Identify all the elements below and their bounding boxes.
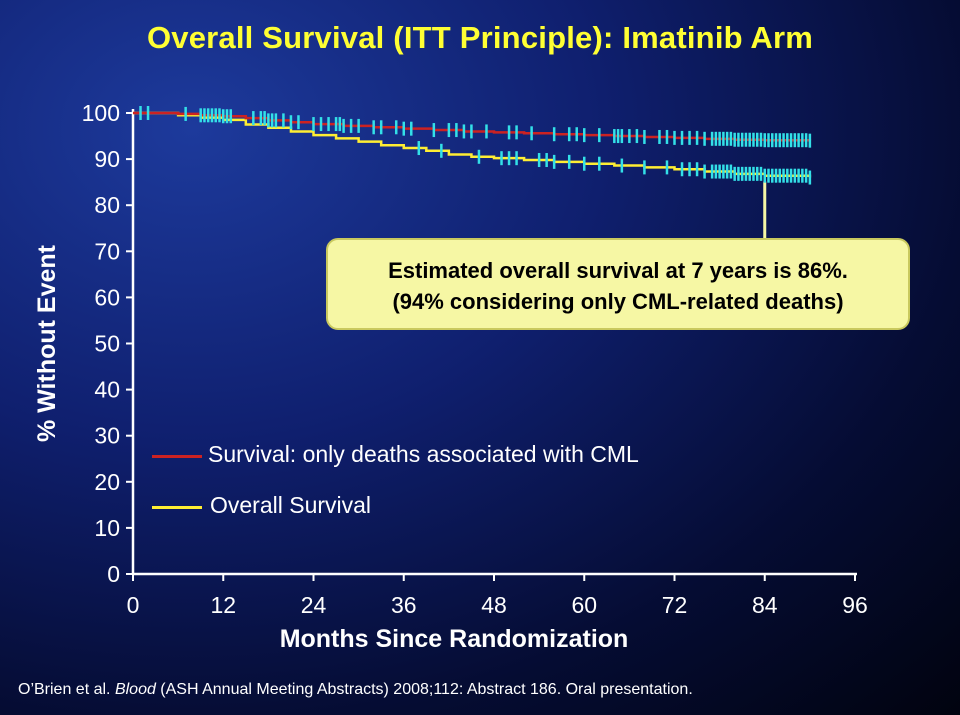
x-tick-label: 48 [481, 592, 507, 618]
citation-authors: O’Brien et al. [18, 681, 115, 698]
x-tick-label: 12 [210, 592, 236, 618]
y-tick-label: 40 [94, 377, 120, 403]
x-tick-label: 24 [301, 592, 327, 618]
callout-line-1: Estimated overall survival at 7 years is… [388, 258, 848, 283]
citation-footer: O’Brien et al. Blood (ASH Annual Meeting… [18, 681, 693, 699]
x-tick-label: 0 [127, 592, 140, 618]
y-tick-label: 90 [94, 146, 120, 172]
x-tick-label: 84 [752, 592, 778, 618]
y-tick-label: 60 [94, 284, 120, 310]
y-tick-label: 50 [94, 331, 120, 357]
x-tick-label: 96 [842, 592, 868, 618]
y-axis-title: % Without Event [33, 244, 61, 442]
citation-journal: Blood [114, 681, 156, 698]
legend-swatch-overall [152, 506, 202, 509]
x-tick-label: 60 [571, 592, 597, 618]
y-tick-label: 80 [94, 192, 120, 218]
citation-details: (ASH Annual Meeting Abstracts) 2008;112:… [155, 681, 693, 698]
y-tick-label: 0 [107, 561, 120, 587]
y-tick-label: 10 [94, 515, 120, 541]
y-tick-label: 20 [94, 469, 120, 495]
x-axis-title: Months Since Randomization [280, 625, 629, 653]
y-tick-label: 30 [94, 423, 120, 449]
survival-callout-box: Estimated overall survival at 7 years is… [326, 238, 910, 330]
callout-line-2: (94% considering only CML-related deaths… [392, 289, 844, 314]
x-tick-label: 72 [662, 592, 688, 618]
legend-swatch-cml [152, 455, 202, 458]
legend-label-cml: Survival: only deaths associated with CM… [208, 441, 639, 467]
x-tick-label: 36 [391, 592, 417, 618]
legend-label-overall: Overall Survival [210, 492, 372, 518]
y-tick-label: 70 [94, 238, 120, 264]
slide-title: Overall Survival (ITT Principle): Imatin… [146, 20, 814, 55]
y-tick-label: 100 [82, 100, 120, 126]
series-line-overall [133, 111, 812, 178]
